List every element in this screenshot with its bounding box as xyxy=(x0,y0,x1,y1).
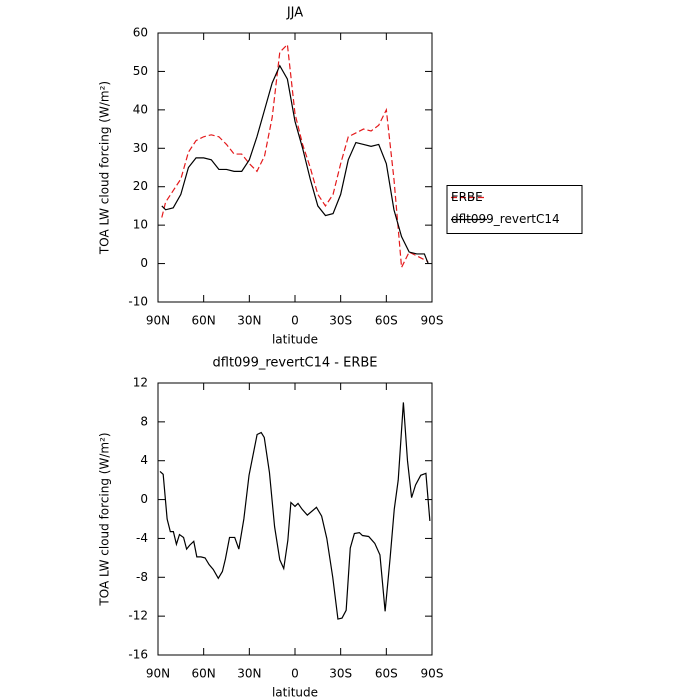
data-line xyxy=(161,64,429,264)
y-tick-label: 12 xyxy=(133,376,148,390)
y-tick-label: 10 xyxy=(133,218,148,232)
y-tick-label: 50 xyxy=(133,64,148,78)
legend-box xyxy=(446,185,583,234)
x-tick-label: 30S xyxy=(329,667,352,681)
x-tick-label: 90S xyxy=(421,667,444,681)
y-tick-label: 8 xyxy=(140,414,148,428)
x-tick-label: 60N xyxy=(192,667,216,681)
y-tick-label: 4 xyxy=(140,453,148,467)
y-axis-label: TOA LW cloud forcing (W/m²) xyxy=(98,432,112,606)
y-tick-label: 60 xyxy=(133,26,148,40)
x-tick-label: 90S xyxy=(421,314,444,328)
x-tick-label: 60S xyxy=(375,667,398,681)
y-tick-label: 30 xyxy=(133,141,148,155)
x-tick-label: 60N xyxy=(192,314,216,328)
y-tick-label: -10 xyxy=(128,295,148,309)
legend-label: dflt099_revertC14 xyxy=(451,212,560,226)
x-tick-label: 90N xyxy=(146,667,170,681)
y-axis-label: TOA LW cloud forcing (W/m²) xyxy=(98,81,112,255)
y-tick-label: 20 xyxy=(133,179,148,193)
y-tick-label: 0 xyxy=(140,256,148,270)
y-tick-label: -12 xyxy=(128,609,148,623)
y-tick-label: -16 xyxy=(128,648,148,662)
x-tick-label: 30N xyxy=(237,314,261,328)
x-tick-label: 30N xyxy=(237,667,261,681)
y-tick-label: 40 xyxy=(133,102,148,116)
legend-label: ERBE xyxy=(451,190,483,204)
data-line xyxy=(159,402,431,620)
y-tick-label: -4 xyxy=(136,531,148,545)
x-axis-label: latitude xyxy=(272,686,318,700)
x-tick-label: 30S xyxy=(329,314,352,328)
data-line xyxy=(161,43,429,270)
x-tick-label: 0 xyxy=(291,667,299,681)
x-tick-label: 0 xyxy=(291,314,299,328)
y-tick-label: -8 xyxy=(136,570,148,584)
x-tick-label: 60S xyxy=(375,314,398,328)
chart-title: JJA xyxy=(286,6,303,21)
y-tick-label: 0 xyxy=(140,492,148,506)
plot-frame xyxy=(157,382,433,656)
x-tick-label: 90N xyxy=(146,314,170,328)
chart-title: dflt099_revertC14 - ERBE xyxy=(213,356,378,371)
plot-frame xyxy=(157,32,433,303)
x-axis-label: latitude xyxy=(272,333,318,347)
